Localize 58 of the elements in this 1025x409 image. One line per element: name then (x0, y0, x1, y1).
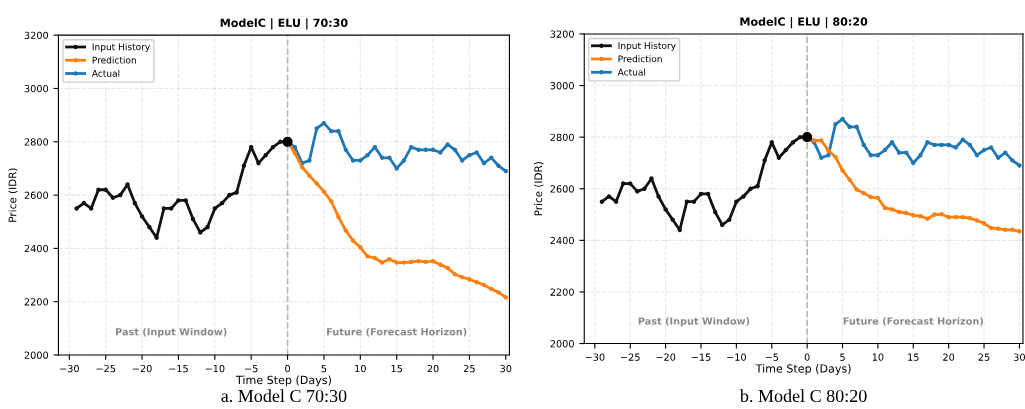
legend-label: Input History (618, 42, 676, 51)
x-tick-label: −5 (245, 365, 258, 373)
x-axis-title: Time Step (Days) (235, 375, 331, 387)
x-axis-title: Time Step (Days) (755, 364, 851, 375)
x-tick-label: 0 (285, 364, 291, 373)
annotation: Past (Input Window) (115, 327, 227, 338)
x-tick-label: −20 (656, 353, 676, 361)
x-tick-label: 30 (500, 364, 512, 373)
x-tick-label: 20 (943, 353, 955, 361)
x-tick-label: −15 (691, 353, 711, 361)
x-tick-label: 10 (355, 364, 366, 373)
x-tick-label: 25 (463, 364, 475, 373)
x-tick-label: 10 (872, 353, 884, 361)
y-tick-label: 2200 (24, 298, 49, 306)
y-tick-label: 2000 (24, 351, 49, 359)
x-tick-label: 0 (804, 353, 810, 361)
chart-title: ModelC | ELU | 70:30 (220, 18, 348, 30)
y-tick-label: 2400 (550, 236, 574, 245)
x-tick-label: 5 (321, 365, 327, 373)
y-tick-label: 3200 (550, 30, 574, 38)
legend-label: Actual (617, 68, 646, 76)
y-tick-label: 3000 (550, 82, 574, 90)
x-tick-label: −5 (765, 353, 779, 361)
x-tick-label: 30 (1013, 353, 1025, 361)
x-tick-label: 15 (908, 353, 919, 361)
y-tick-label: 3000 (24, 84, 49, 93)
y-tick-label: 2800 (24, 138, 49, 146)
legend-label: Actual (91, 69, 120, 77)
x-tick-label: −30 (60, 364, 79, 373)
x-tick-label: −10 (727, 353, 746, 361)
x-tick-label: 5 (840, 353, 845, 361)
legend-label: Prediction (618, 55, 662, 63)
x-tick-label: −30 (585, 353, 605, 361)
text: b. Model C 80:20 (739, 389, 867, 403)
annotation: Future (Forecast Horizon) (843, 317, 983, 326)
legend-label: Prediction (92, 56, 136, 64)
y-axis-title: Price (IDR) (8, 168, 18, 222)
x-tick-label: −10 (205, 364, 225, 373)
x-tick-label: −20 (132, 364, 152, 373)
x-tick-label: 25 (978, 353, 990, 361)
chart-title: ModelC | ELU | 80:20 (740, 17, 868, 29)
annotation: Past (Input Window) (638, 317, 750, 327)
y-tick-label: 2600 (24, 191, 49, 199)
x-tick-label: −15 (169, 365, 188, 373)
x-tick-label: 15 (391, 365, 403, 373)
y-tick-label: 2600 (550, 185, 574, 193)
y-axis-title: Price (IDR) (534, 162, 544, 216)
y-tick-label: 2000 (550, 340, 574, 348)
x-tick-label: 20 (427, 364, 439, 373)
x-tick-label: −25 (96, 364, 116, 373)
annotation: Future (Forecast Horizon) (327, 327, 467, 337)
y-tick-label: 2400 (24, 244, 49, 253)
text: a. Model C 70:30 (221, 389, 347, 403)
y-tick-label: 2200 (550, 288, 574, 296)
y-tick-label: 3200 (24, 31, 49, 40)
x-tick-label: −25 (621, 353, 640, 361)
y-tick-label: 2800 (550, 133, 574, 141)
legend-label: Input History (92, 43, 150, 53)
